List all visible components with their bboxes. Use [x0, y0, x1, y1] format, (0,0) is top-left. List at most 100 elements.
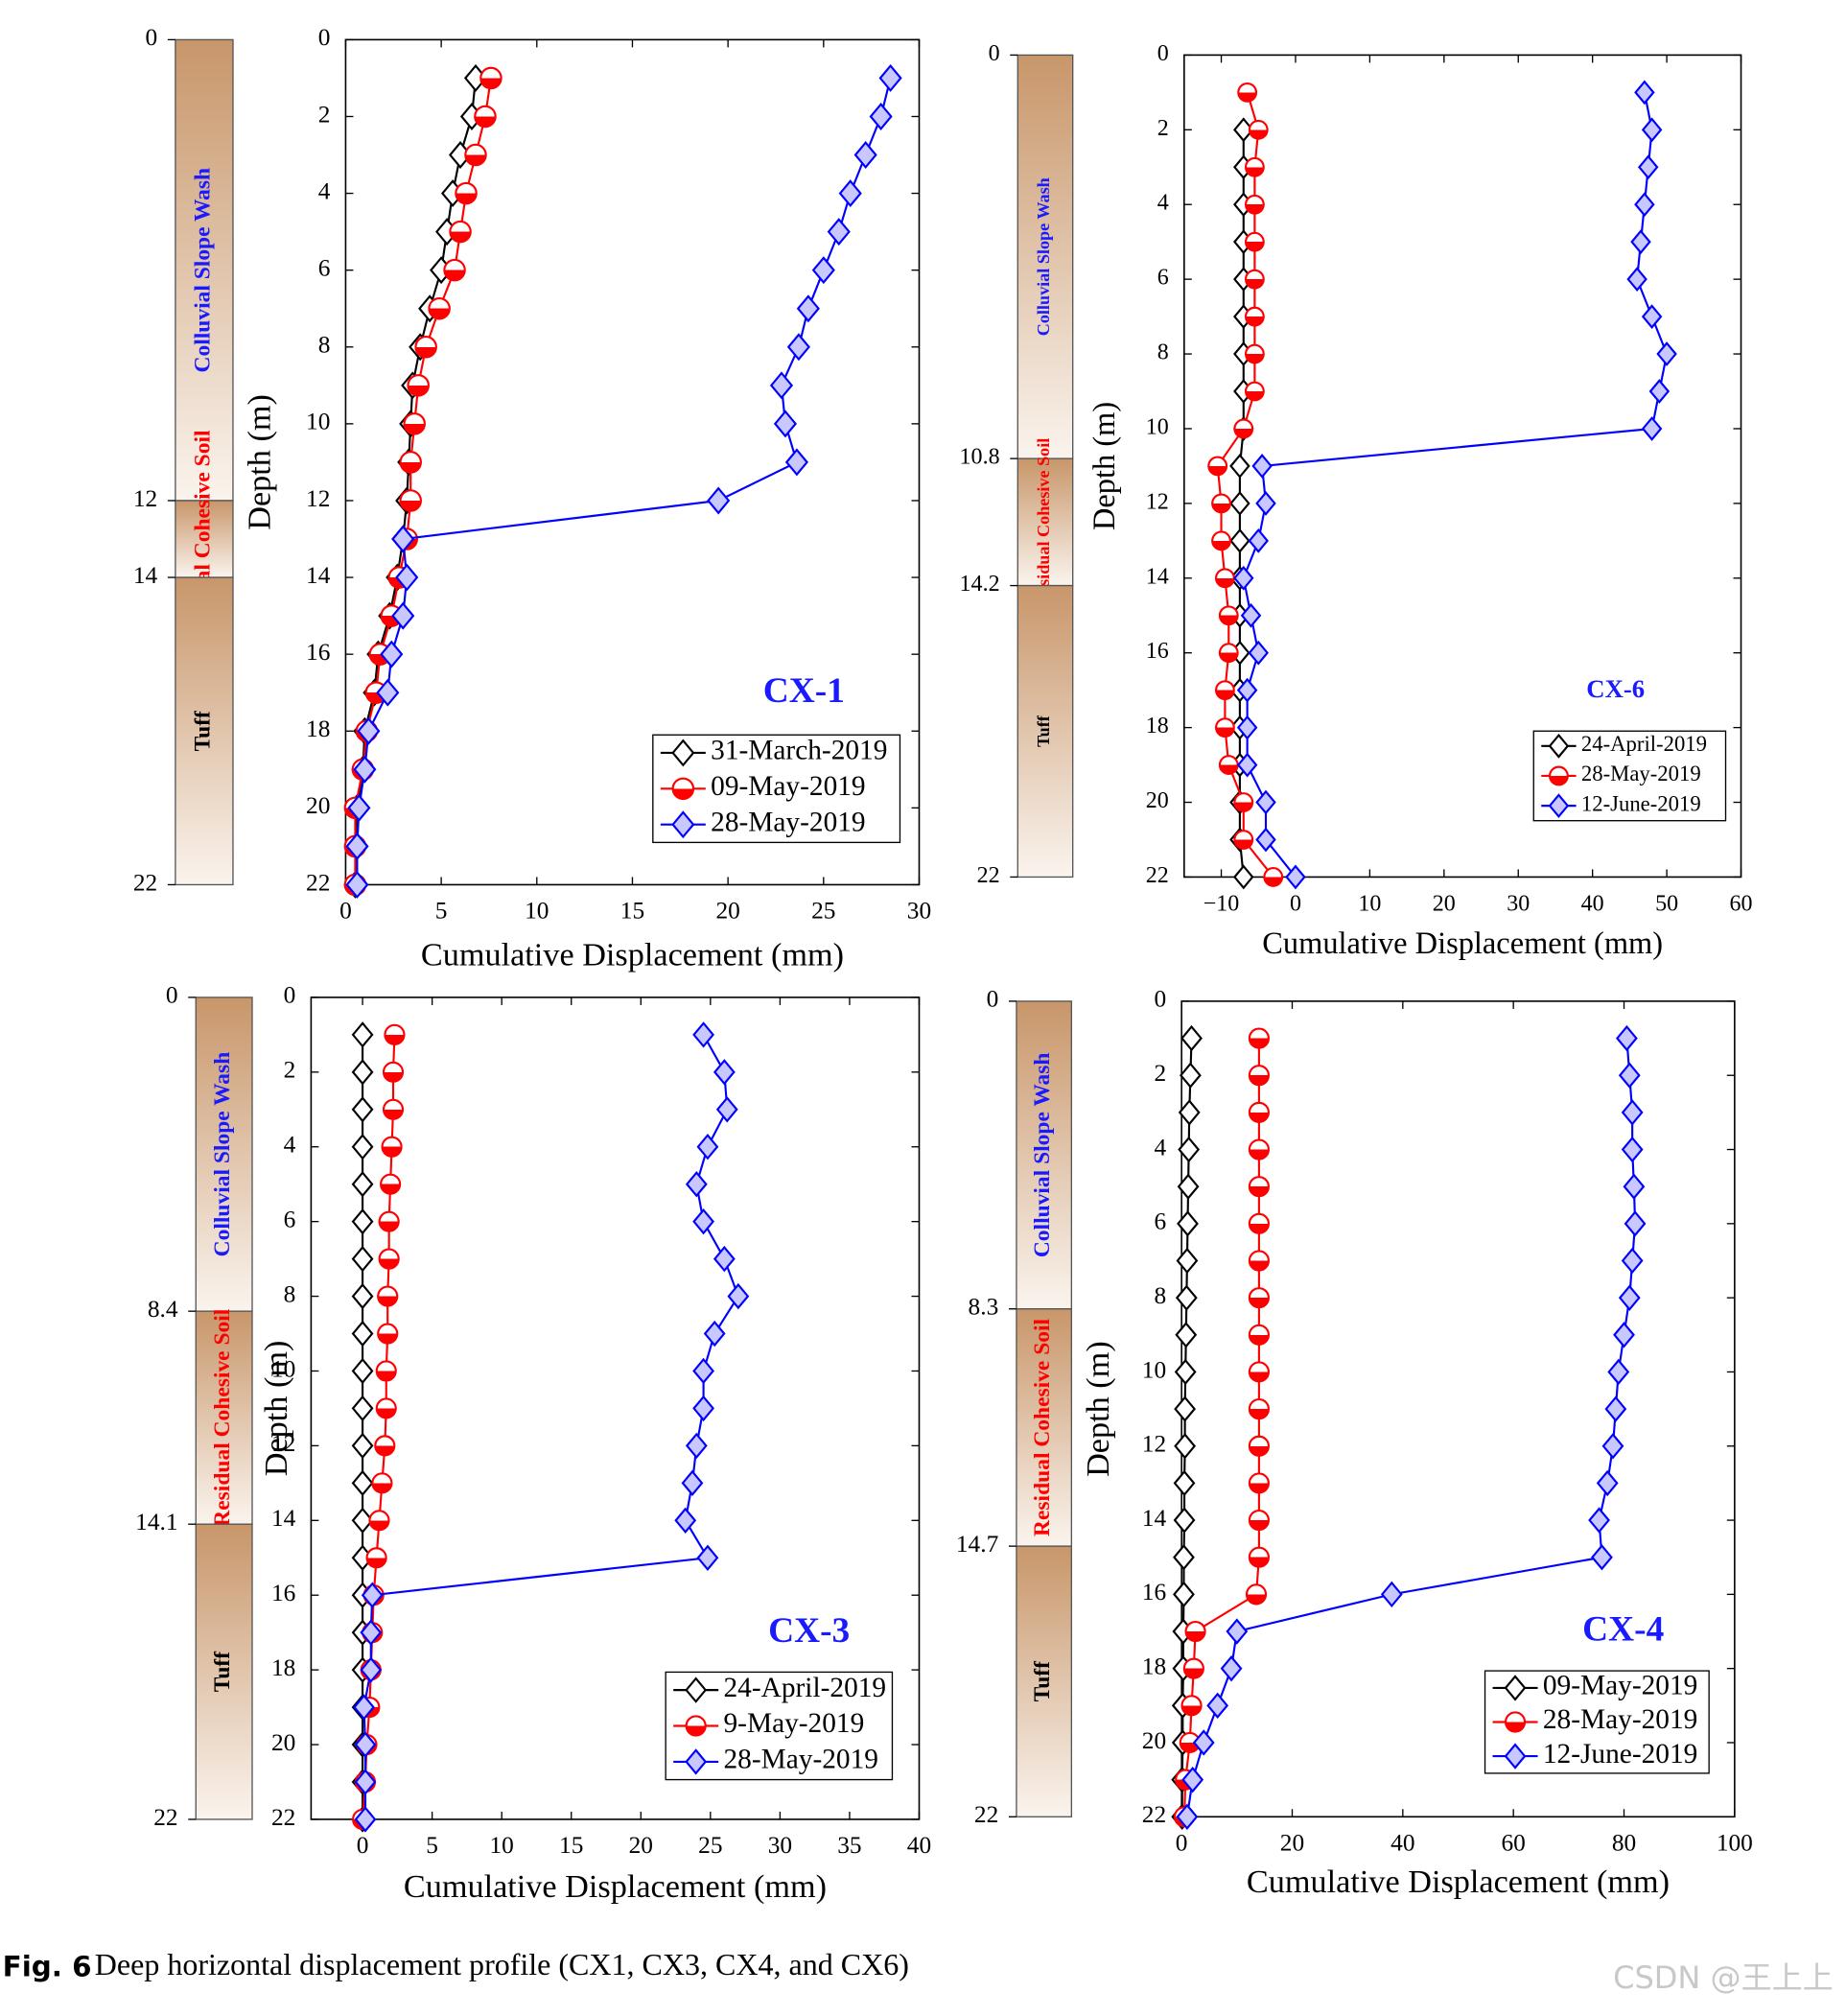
data-point: [1233, 418, 1254, 439]
data-point: [1174, 1358, 1197, 1386]
y-tick-label: 0: [1154, 986, 1166, 1013]
y-tick-label: 6: [1157, 266, 1169, 291]
x-tick-label: 40: [1581, 891, 1604, 916]
y-tick-label: 22: [1146, 863, 1169, 888]
x-tick-label: 15: [559, 1832, 583, 1859]
data-point: [1634, 192, 1655, 218]
data-point: [1626, 267, 1647, 293]
data-point: [351, 1059, 374, 1086]
y-tick-label: 14: [271, 1505, 296, 1532]
legend-label: 28-May-2019: [711, 807, 865, 837]
plot-frame: [310, 996, 921, 1820]
y-tick-label: 20: [271, 1729, 295, 1756]
y-tick-label: 18: [1146, 714, 1169, 738]
data-point: [1184, 1620, 1206, 1643]
data-point: [374, 1435, 396, 1457]
data-point: [1207, 456, 1228, 477]
data-point: [1248, 1138, 1270, 1160]
data-point: [1615, 1024, 1638, 1052]
data-point: [1175, 1322, 1198, 1348]
data-point: [351, 1432, 374, 1460]
legend-label: 9-May-2019: [724, 1708, 865, 1739]
data-point: [1177, 1173, 1200, 1200]
y-tick-label: 6: [318, 254, 331, 281]
data-point: [1233, 830, 1254, 850]
data-point: [878, 63, 902, 92]
data-point: [773, 410, 798, 438]
y-tick-label: 20: [1146, 788, 1169, 813]
stratum-tick-label: 22: [153, 1804, 177, 1831]
data-point: [377, 1285, 399, 1307]
data-point: [1244, 156, 1265, 177]
data-point: [1641, 304, 1663, 329]
data-point: [428, 296, 451, 320]
data-point: [1233, 864, 1254, 890]
data-point: [1618, 1284, 1641, 1311]
y-tick-label: 20: [1142, 1727, 1166, 1754]
data-point: [1604, 1395, 1627, 1422]
x-tick-label: 25: [811, 898, 835, 925]
stratum-tick-label: 22: [974, 1801, 998, 1828]
y-tick-label: 22: [271, 1804, 295, 1831]
chart-title: CX-3: [768, 1611, 850, 1651]
data-point: [1178, 1099, 1201, 1126]
stratum: [1016, 1545, 1073, 1817]
data-point: [351, 1320, 374, 1348]
data-point: [1656, 341, 1677, 366]
data-point: [351, 1357, 374, 1385]
legend-marker: [1504, 1711, 1527, 1733]
data-point: [1251, 454, 1273, 479]
data-point: [1229, 454, 1250, 479]
data-point: [351, 1021, 374, 1048]
y-tick-label: 22: [306, 869, 330, 896]
x-tick-label: 5: [435, 898, 448, 925]
data-point: [838, 179, 862, 208]
x-tick-label: 10: [490, 1832, 514, 1859]
x-tick-label: 20: [629, 1832, 653, 1859]
data-point: [1255, 490, 1276, 516]
x-tick-label: 80: [1612, 1829, 1636, 1856]
data-point: [1624, 1210, 1647, 1237]
data-point: [1173, 1544, 1195, 1571]
data-point: [1220, 1654, 1243, 1682]
data-point: [378, 1248, 400, 1270]
data-point: [353, 1694, 375, 1721]
data-point: [443, 258, 466, 282]
data-point: [1206, 1692, 1229, 1720]
x-tick-label: 60: [1730, 891, 1753, 916]
data-point: [399, 489, 422, 512]
stratum-label: Colluvial Slope Wash: [190, 168, 215, 373]
data-point: [1255, 827, 1276, 853]
data-point: [360, 1619, 383, 1646]
data-point: [360, 1656, 383, 1683]
data-point: [479, 66, 502, 90]
data-point: [1630, 229, 1651, 255]
y-tick-label: 0: [284, 982, 296, 1009]
legend-label: 12-June-2019: [1543, 1739, 1697, 1770]
data-point: [1648, 379, 1671, 404]
x-tick-label: 0: [1290, 891, 1301, 916]
data-point: [1229, 490, 1250, 516]
data-point: [713, 1245, 736, 1273]
y-axis-label: Depth (m): [1087, 402, 1122, 530]
data-point: [707, 486, 731, 515]
data-point: [715, 1096, 738, 1123]
stratum-tick-label: 8.3: [969, 1294, 999, 1321]
legend-marker: [685, 1715, 707, 1737]
data-point: [1248, 1287, 1270, 1309]
stratum-label: Residual Cohesive Soil: [210, 1308, 235, 1527]
y-tick-label: 14: [1146, 564, 1169, 589]
data-point: [1638, 154, 1659, 180]
x-tick-label: 0: [339, 898, 352, 925]
data-point: [1248, 1472, 1270, 1494]
y-tick-label: 4: [318, 177, 331, 204]
y-tick-label: 20: [306, 792, 330, 819]
chart-title: CX-4: [1582, 1610, 1664, 1650]
data-point: [351, 1507, 374, 1534]
stratum-label: Tuff: [1030, 1660, 1055, 1701]
data-point: [1218, 605, 1239, 626]
data-point: [1380, 1581, 1403, 1608]
data-point: [769, 371, 794, 400]
